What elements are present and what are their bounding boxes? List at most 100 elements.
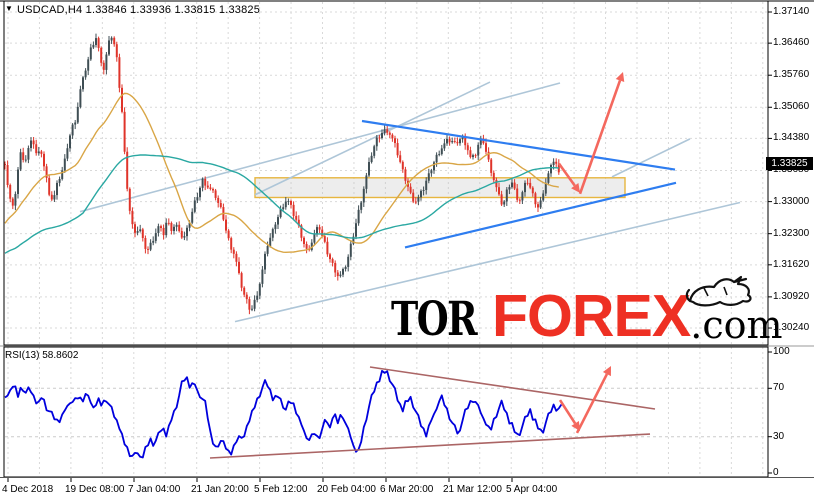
candle-body bbox=[336, 272, 339, 277]
candle-body bbox=[74, 122, 77, 125]
rsi-breakout-arrow bbox=[575, 373, 609, 434]
time-tick-label: 6 Mar 20:00 bbox=[380, 484, 434, 495]
candle-body bbox=[303, 237, 305, 244]
candle-body bbox=[435, 154, 438, 163]
candle-body bbox=[401, 161, 404, 170]
candle-body bbox=[71, 124, 74, 136]
rsi-arrows bbox=[558, 366, 611, 434]
candle-body bbox=[313, 234, 316, 243]
candle-body bbox=[542, 193, 545, 201]
candle-body bbox=[537, 204, 539, 208]
candle-body bbox=[459, 139, 461, 144]
candle-body bbox=[451, 141, 454, 143]
candle-body bbox=[531, 187, 534, 194]
candle-body bbox=[456, 141, 459, 144]
candle-body bbox=[271, 229, 274, 238]
candle-body bbox=[256, 295, 259, 300]
candle-body bbox=[30, 140, 32, 149]
candle-body bbox=[316, 227, 318, 235]
candle-body bbox=[261, 269, 264, 284]
candle-body bbox=[105, 54, 108, 70]
candle-body bbox=[53, 195, 56, 200]
symbol-dropdown-icon[interactable]: ▼ bbox=[5, 4, 13, 13]
current-price-badge: 1.33825 bbox=[766, 157, 813, 170]
candle-body bbox=[477, 144, 480, 156]
candle-body bbox=[555, 161, 558, 164]
candle-body bbox=[235, 253, 238, 262]
candle-body bbox=[498, 187, 500, 195]
candle-body bbox=[425, 180, 428, 190]
channel-lines bbox=[79, 81, 741, 323]
candle-body bbox=[97, 38, 100, 48]
candle-body bbox=[147, 248, 149, 250]
candle-body bbox=[89, 47, 92, 60]
candle-body bbox=[508, 187, 511, 190]
symbol-ohlc-title: USDCAD,H4 1.33846 1.33936 1.33815 1.3382… bbox=[17, 4, 261, 16]
channel-lower-long bbox=[234, 201, 741, 323]
candle-body bbox=[453, 141, 456, 142]
candle-body bbox=[277, 217, 279, 225]
candle-body bbox=[22, 152, 25, 160]
candle-body bbox=[113, 37, 116, 45]
candle-body bbox=[334, 262, 337, 273]
time-tick-label: 20 Feb 04:00 bbox=[317, 484, 376, 495]
candle-body bbox=[139, 229, 142, 232]
candle-body bbox=[183, 236, 186, 238]
price-tick-label: 1.31620 bbox=[773, 258, 810, 270]
candle-body bbox=[225, 219, 227, 231]
candle-body bbox=[339, 274, 342, 277]
candle-body bbox=[32, 140, 35, 145]
price-tick-label: 1.36460 bbox=[773, 37, 810, 49]
price-tick-label: 1.35060 bbox=[773, 101, 810, 113]
candle-body bbox=[141, 229, 144, 239]
candle-body bbox=[370, 155, 373, 163]
candle-body bbox=[58, 179, 61, 183]
candle-body bbox=[318, 227, 321, 230]
candle-body bbox=[248, 299, 251, 310]
breakout-arrow-head bbox=[615, 71, 625, 82]
price-tick-label: 1.34380 bbox=[773, 132, 810, 144]
candle-body bbox=[19, 152, 22, 170]
watermark-logo: TOR FOREX .com bbox=[391, 274, 783, 349]
time-tick-label: 5 Feb 12:00 bbox=[254, 484, 308, 495]
price-arrows bbox=[557, 71, 625, 195]
candle-body bbox=[79, 89, 82, 107]
candle-body bbox=[412, 192, 415, 202]
price-tick-label: 1.32300 bbox=[773, 227, 810, 239]
watermark-com-text: .com bbox=[690, 302, 783, 347]
candle-body bbox=[56, 182, 58, 196]
candle-body bbox=[466, 145, 469, 151]
candle-body bbox=[443, 143, 446, 149]
candle-body bbox=[305, 243, 308, 249]
rsi-indicator-label: RSI(13) 58.8602 bbox=[5, 350, 79, 361]
candle-body bbox=[214, 190, 217, 198]
candle-body bbox=[464, 135, 467, 146]
channel-right-segment bbox=[611, 138, 691, 178]
candle-body bbox=[505, 189, 508, 202]
candle-body bbox=[253, 299, 256, 309]
candle-body bbox=[485, 143, 487, 152]
candle-body bbox=[500, 194, 503, 205]
candle-body bbox=[269, 237, 272, 247]
candle-body bbox=[240, 273, 243, 288]
candle-body bbox=[404, 169, 407, 181]
candle-body bbox=[144, 238, 147, 249]
watermark-forex-text: FOREX bbox=[491, 282, 691, 349]
support-line bbox=[404, 181, 677, 249]
candle-body bbox=[365, 175, 368, 189]
axis-ticks bbox=[7, 11, 772, 482]
candle-body bbox=[550, 165, 552, 174]
candle-body bbox=[196, 197, 199, 201]
candle-body bbox=[417, 197, 420, 202]
candle-body bbox=[245, 294, 248, 300]
candle-body bbox=[180, 231, 183, 238]
candle-body bbox=[9, 185, 12, 199]
candle-body bbox=[534, 193, 537, 205]
rsi-pane-frame bbox=[3, 346, 769, 478]
rsi-wedge-upper bbox=[369, 366, 656, 410]
candle-body bbox=[230, 238, 233, 250]
candle-body bbox=[295, 215, 298, 220]
candle-body bbox=[24, 159, 27, 161]
candle-body bbox=[420, 190, 422, 198]
